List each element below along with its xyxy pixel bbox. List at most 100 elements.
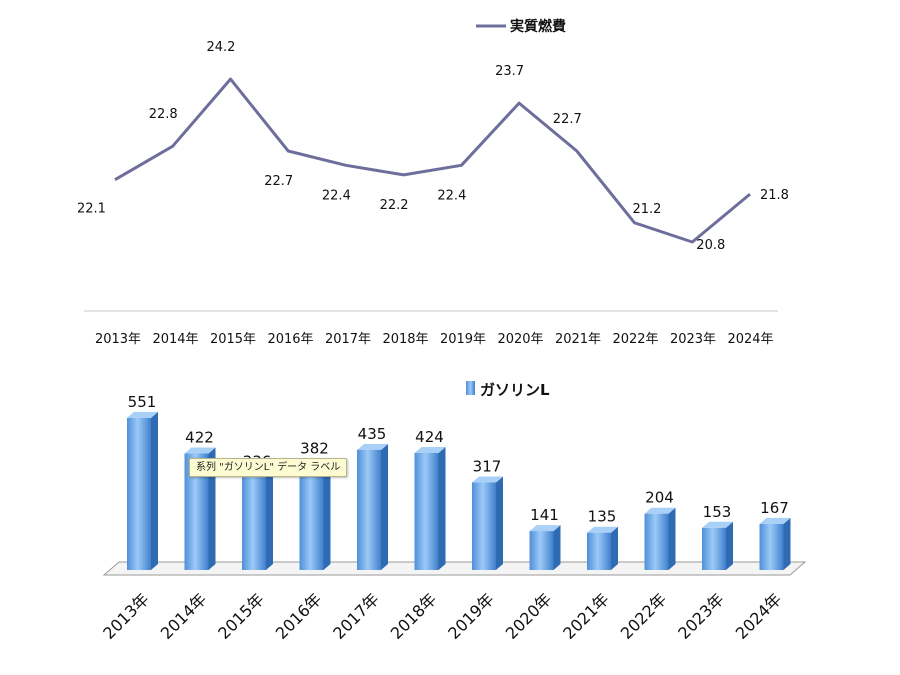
bar-side-face [208,447,216,570]
bar-category-label: 2022年 [617,589,671,643]
bar-data-label: 141 [530,506,559,524]
line-category-label: 2019年 [440,332,486,347]
line-data-label: 22.4 [437,188,466,203]
bar-data-label: 153 [703,503,732,521]
series-data-label-tooltip: 系列 "ガソリンL" データ ラベル [189,458,348,477]
bar-category-label: 2024年 [732,589,786,643]
bar-front-face [759,523,784,570]
bar-top-face [472,476,503,483]
bar [472,476,503,570]
bar-data-label: 551 [128,393,157,411]
bar-category-label: 2014年 [157,589,211,643]
bar-category-label: 2017年 [329,589,383,643]
line-data-label: 22.7 [264,174,293,189]
bar-side-face [496,476,503,570]
bar [357,443,388,570]
bar-side-face [668,507,676,570]
bar-chart-category-labels: 2013年 2014年 2015年 2016年 2017年 2018年 2019年 2020年… [99,589,785,643]
bar-top-face [702,521,733,528]
line-data-label: 21.2 [633,202,662,217]
line-category-label: 2017年 [325,332,371,347]
bar-front-face [644,513,669,570]
bar-category-label: 2021年 [559,589,613,643]
bar-side-face [438,446,446,570]
bar-data-label: 435 [358,425,387,443]
line-category-label: 2021年 [555,332,601,347]
bar-category-label: 2018年 [387,589,441,643]
bar-side-face [323,458,331,570]
bar-front-face [242,477,266,570]
bar [242,471,273,570]
line-series-path [114,77,751,244]
line-chart-legend: 実質燃費 [476,18,566,35]
bar-category-label: 2020年 [502,589,556,643]
bar-data-label: 422 [185,429,214,447]
bar [587,526,618,570]
bar-top-face [127,411,158,418]
line-data-label: 20.8 [696,238,725,253]
bar-side-face [381,443,388,570]
bar-front-face [529,531,554,570]
line-category-label: 2013年 [95,332,141,347]
line-category-label: 2015年 [210,332,256,347]
line-category-label: 2020年 [497,332,543,347]
bar-top-face [184,447,216,454]
bar-front-face [127,417,151,570]
bar-side-face [726,521,733,570]
bar-chart-floor [102,561,807,576]
bar-chart-plot: 551422336382435424317141135204153167 [127,393,791,570]
bar-top-face [587,526,618,533]
bar-category-label: 2013年 [99,589,153,643]
line-data-label: 23.7 [495,64,524,79]
bar-data-label: 382 [300,440,329,458]
bar-front-face [702,527,726,570]
line-category-label: 2022年 [612,332,658,347]
bar [759,517,791,570]
bar-legend-label: ガソリンL [480,381,550,399]
bar [127,411,158,570]
bar-top-face [759,517,791,524]
bar-front-face [587,532,611,570]
bar-side-face [553,525,561,570]
line-data-label: 22.8 [149,107,178,122]
bar-category-label: 2023年 [674,589,728,643]
bar-front-face [357,449,381,570]
bar-category-label: 2016年 [272,589,326,643]
bar [414,446,446,570]
bar-top-face [414,446,446,453]
bar-top-face [357,443,388,450]
line-category-label: 2016年 [267,332,313,347]
bar-side-face [151,411,158,570]
line-chart-category-labels: 2013年 2014年 2015年 2016年 2017年 2018年 2019年 2020年… [95,332,774,347]
bar [299,458,331,570]
line-data-label: 22.1 [77,202,106,217]
bar-chart-legend: ガソリンL [466,381,550,399]
bar-data-label: 424 [415,428,444,446]
line-category-label: 2024年 [727,332,773,347]
bar-legend-swatch [466,381,475,395]
bar-front-face [472,482,496,570]
line-data-label: 24.2 [207,40,236,55]
line-legend-label: 実質燃費 [510,18,566,35]
line-data-label: 22.7 [553,112,582,127]
line-data-label: 21.8 [760,188,789,203]
bar-category-label: 2019年 [444,589,498,643]
bar-category-label: 2015年 [214,589,268,643]
line-data-label: 22.2 [380,198,409,213]
bar-data-label: 167 [760,499,789,517]
line-data-label: 22.4 [322,188,351,203]
bar-top-face [529,525,561,532]
bar-data-label: 135 [588,508,617,526]
line-category-label: 2014年 [152,332,198,347]
bar-data-label: 317 [473,458,502,476]
bar-side-face [611,526,618,570]
line-chart-plot: 22.1 22.8 24.2 22.7 22.4 22.2 22.4 23.7 22.7 21.2… [77,40,789,253]
bar-side-face [783,517,791,570]
line-category-label: 2023年 [670,332,716,347]
bar [702,521,733,570]
bar-front-face [299,464,324,570]
bar-top-face [644,507,676,514]
bar [529,525,561,570]
bar-front-face [414,453,439,570]
